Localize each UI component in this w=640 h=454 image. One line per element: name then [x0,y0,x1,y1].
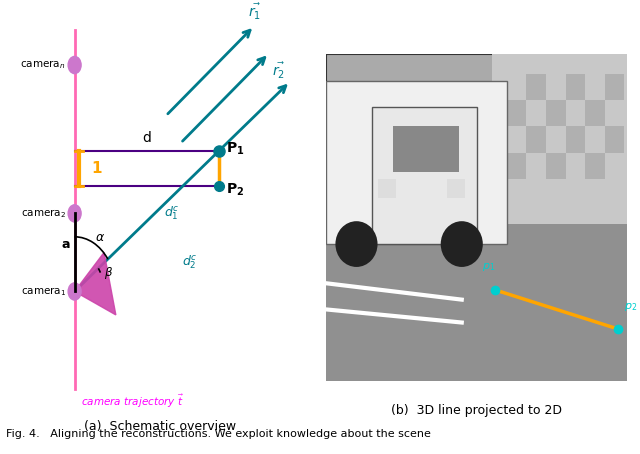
Circle shape [68,283,81,300]
Bar [326,224,627,381]
Text: camera$_n$: camera$_n$ [20,59,66,71]
Text: $d_2^c$: $d_2^c$ [182,253,198,271]
Text: d: d [142,131,151,145]
Bar [492,54,627,234]
Text: $\beta$: $\beta$ [104,265,113,281]
Bar [605,74,624,100]
Bar [507,100,527,126]
Text: camera trajectory $\vec{t}$: camera trajectory $\vec{t}$ [81,393,184,410]
Text: $\mathbf{P_1}$: $\mathbf{P_1}$ [227,141,244,157]
Bar [527,74,546,100]
Text: (b)  3D line projected to 2D: (b) 3D line projected to 2D [391,404,563,417]
Circle shape [441,221,483,267]
Bar [447,179,465,198]
Bar [326,81,507,244]
Bar [392,126,459,172]
Text: $p_1$: $p_1$ [482,262,495,273]
Bar [566,74,585,100]
Circle shape [68,205,81,222]
Bar [585,100,605,126]
Bar [585,153,605,179]
Bar [378,179,396,198]
Bar [546,153,566,179]
Text: camera$_2$: camera$_2$ [20,207,66,220]
Text: camera$_1$: camera$_1$ [20,285,66,298]
Bar [507,153,527,179]
Text: $\alpha$: $\alpha$ [95,231,106,244]
Bar [527,126,546,153]
Text: Fig. 4.   Aligning the reconstructions. We exploit knowledge about the scene: Fig. 4. Aligning the reconstructions. We… [6,429,431,439]
Text: $p_2$: $p_2$ [624,301,637,313]
Circle shape [335,221,378,267]
Polygon shape [75,252,116,315]
Text: $d_1^c$: $d_1^c$ [164,205,180,222]
Bar [605,126,624,153]
Text: $\vec{r_1}$: $\vec{r_1}$ [248,2,262,22]
Bar [371,107,477,244]
Circle shape [68,56,81,74]
Text: (a)  Schematic overview: (a) Schematic overview [84,420,236,433]
Text: a: a [61,238,70,251]
Text: $\vec{r_2}$: $\vec{r_2}$ [272,61,285,81]
Bar [566,126,585,153]
Bar [546,100,566,126]
Text: $\mathbf{P_2}$: $\mathbf{P_2}$ [227,182,244,198]
Text: 1: 1 [91,161,101,176]
